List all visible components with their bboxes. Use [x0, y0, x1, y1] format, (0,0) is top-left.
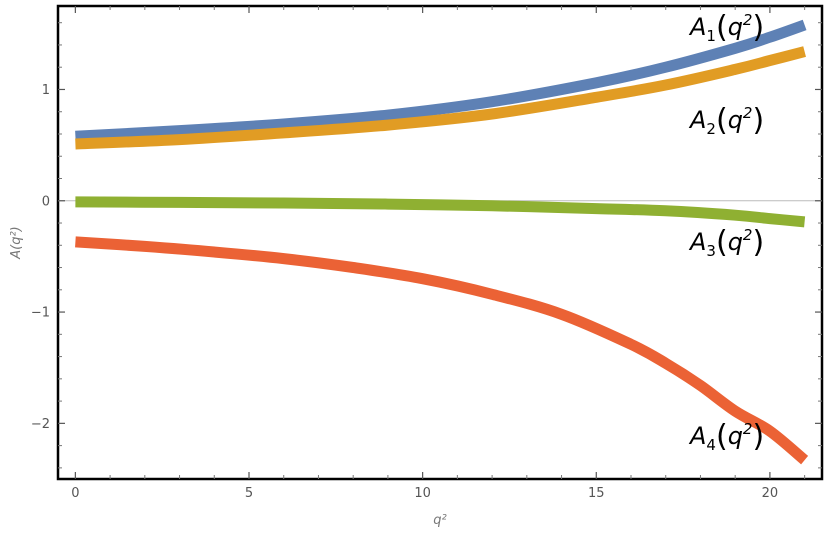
- plot-frame: [56, 4, 824, 481]
- x-tick-label: 20: [762, 486, 779, 501]
- curve-label-a1: A1(q2): [688, 10, 764, 45]
- x-tick-label: 5: [245, 486, 253, 501]
- series-layer: [75, 19, 809, 465]
- y-tick-label: 1: [42, 83, 50, 98]
- series-line-a2: [75, 46, 806, 150]
- curve-label-layer: A1(q2) A2(q2) A3(q2) A4(q2): [688, 10, 764, 454]
- y-tick-label: −2: [31, 417, 50, 432]
- x-tick-label: 0: [71, 486, 79, 501]
- series-line-a4: [75, 236, 809, 465]
- y-axis-label: A(q²): [9, 226, 24, 260]
- y-tick-label: 0: [42, 194, 50, 209]
- x-tick-label: 15: [588, 486, 605, 501]
- x-axis-label: q²: [433, 513, 446, 528]
- curve-label-a2: A2(q2): [688, 103, 764, 138]
- series-line-a1: [75, 19, 807, 142]
- curve-label-a3: A3(q2): [688, 225, 764, 260]
- curve-label-a4: A4(q2): [688, 419, 764, 454]
- plot-frame-layer: [56, 4, 824, 481]
- y-tick-label: −1: [31, 306, 50, 321]
- series-line-a3: [75, 196, 806, 228]
- x-tick-label: 10: [414, 486, 431, 501]
